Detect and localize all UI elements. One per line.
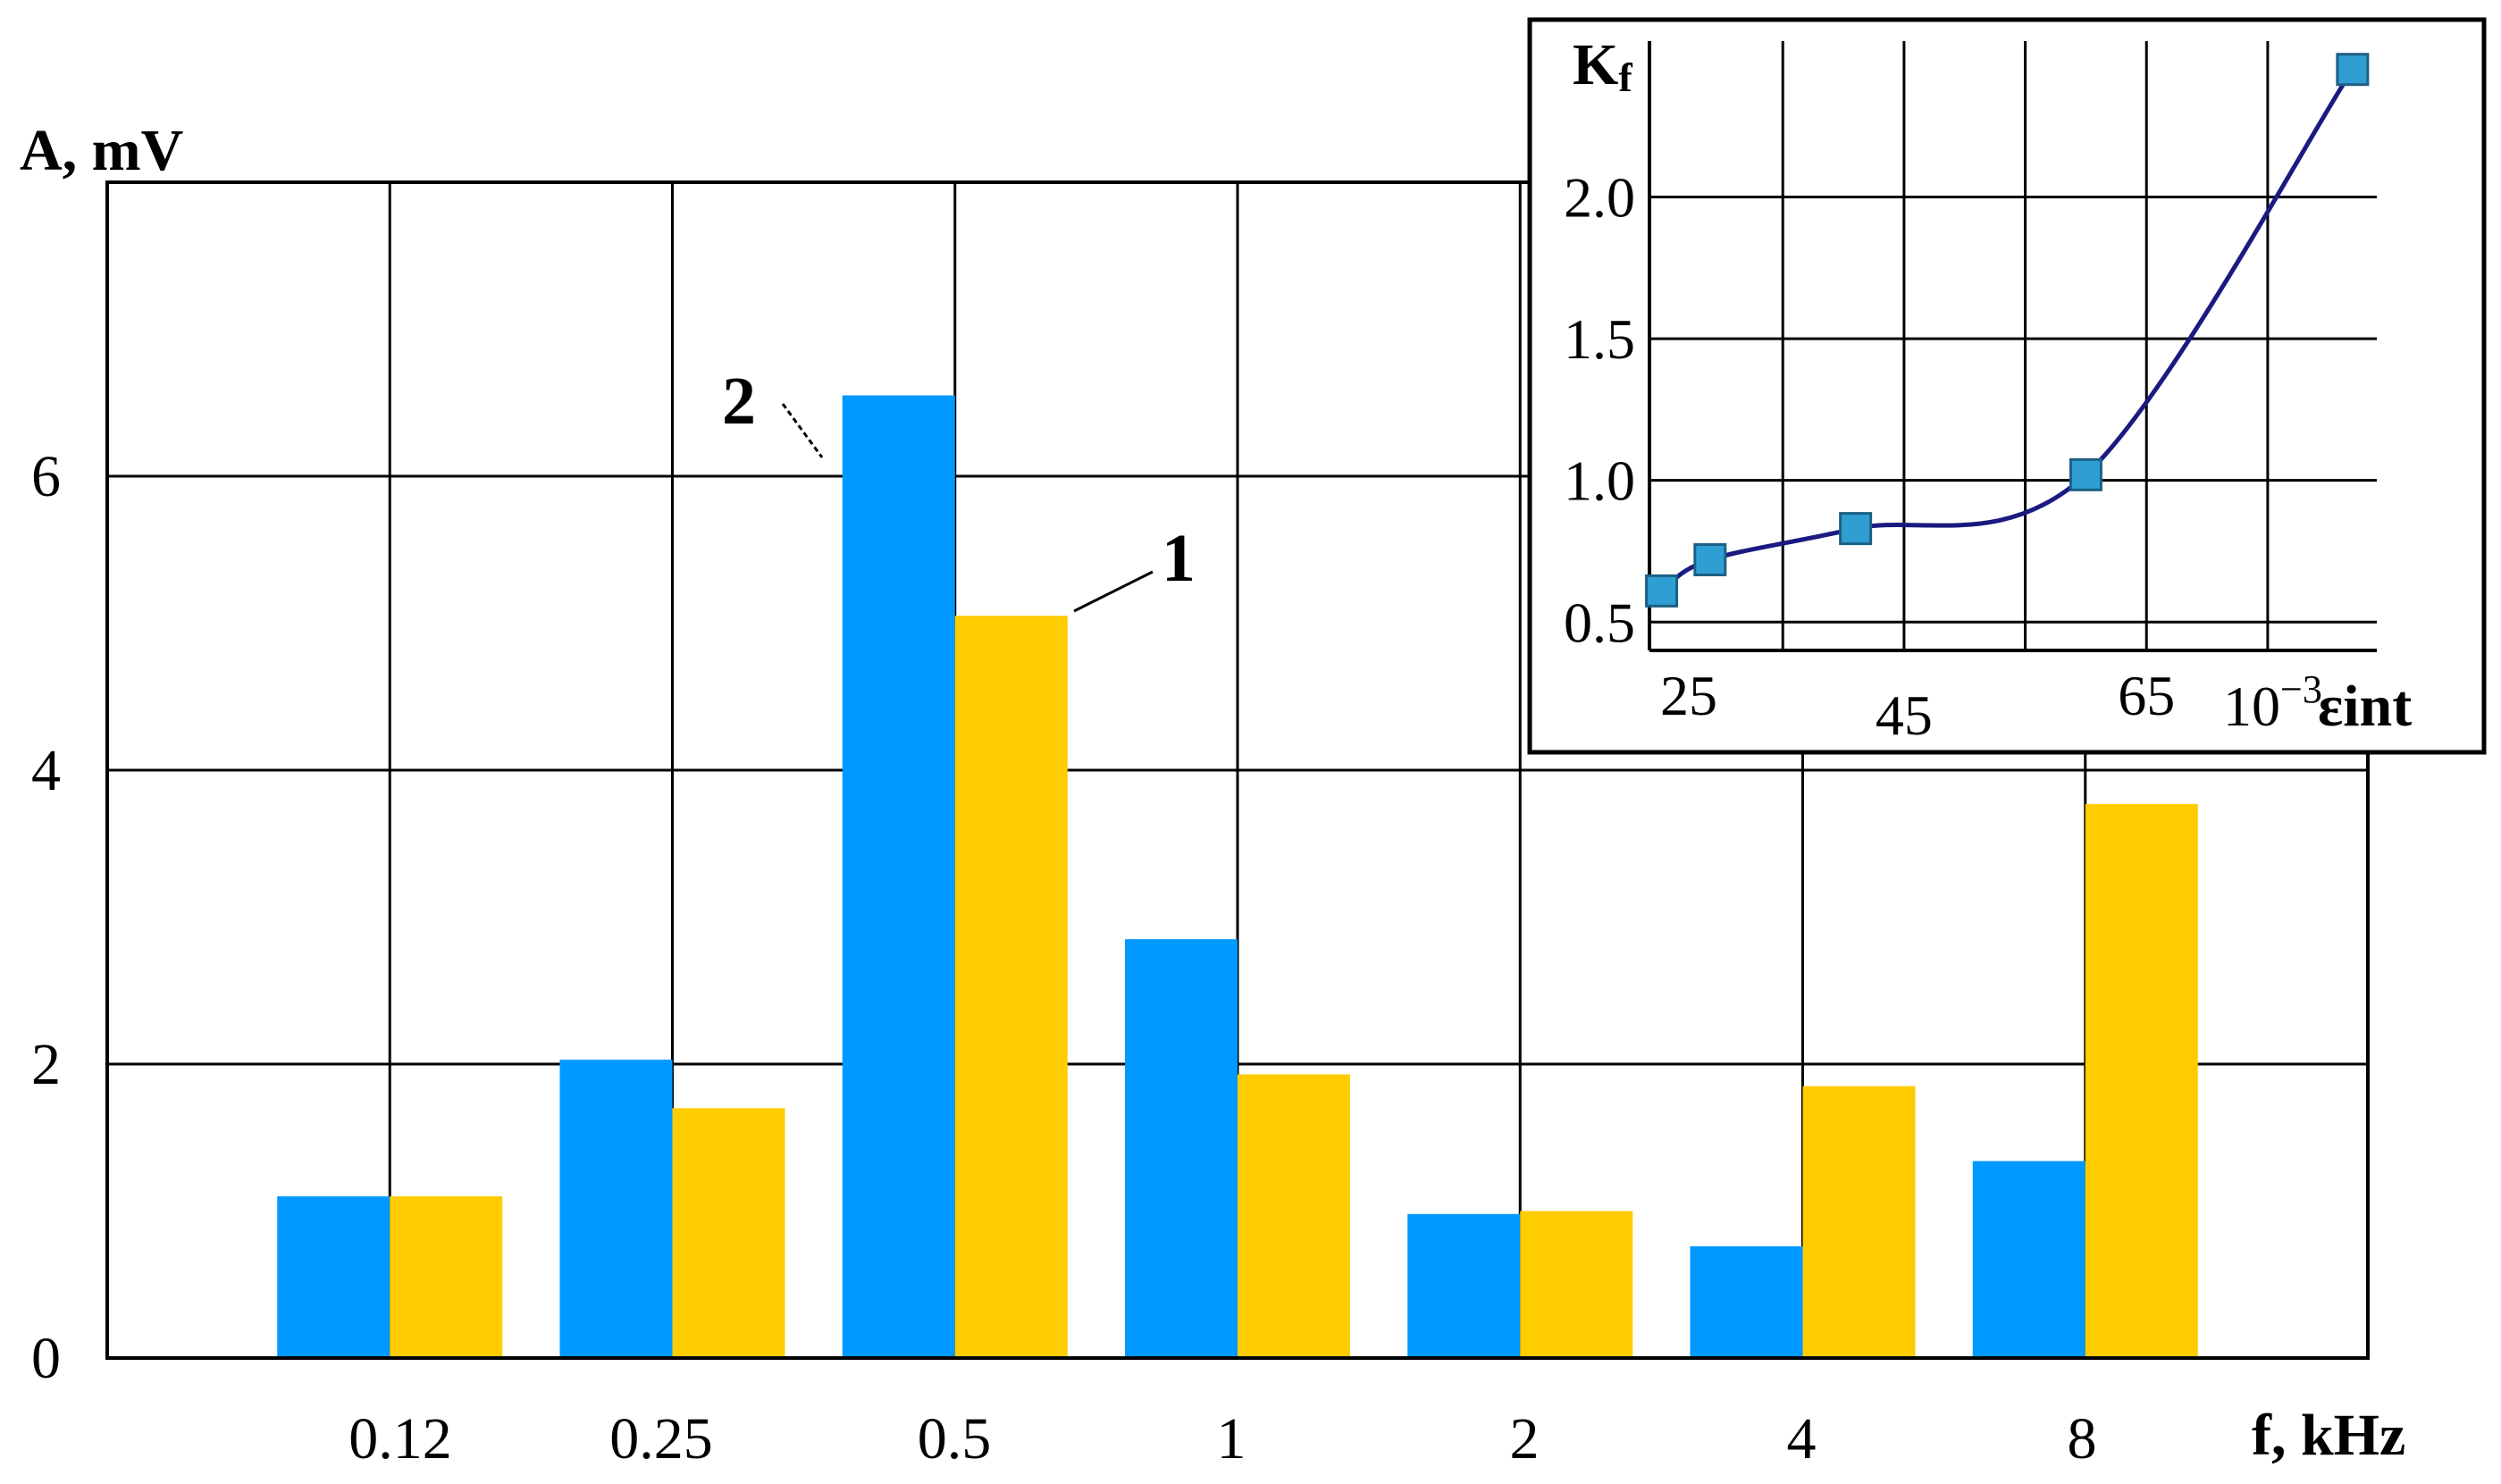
main-x-tick-1: 1 bbox=[1217, 1406, 1246, 1471]
bar-series-1-0.12 bbox=[390, 1196, 503, 1358]
bar-series-2-0.12 bbox=[277, 1196, 390, 1358]
main-y-tick-0: 0 bbox=[31, 1326, 61, 1391]
series-2-leader-line bbox=[781, 403, 824, 458]
inset-marker-60 bbox=[2069, 457, 2102, 491]
inset-x-tick-25: 25 bbox=[1660, 664, 1717, 727]
inset-frame bbox=[1527, 17, 2487, 755]
bar-series-1-0.5 bbox=[954, 616, 1068, 1358]
inset-y-tick-labels: 0.5 1.0 1.5 2.0 bbox=[1564, 165, 1635, 654]
inset-marker-29 bbox=[1693, 542, 1727, 576]
main-bars bbox=[277, 395, 2198, 1358]
inset-marker-41 bbox=[1839, 512, 1873, 546]
main-y-tick-4: 4 bbox=[31, 738, 61, 803]
bar-series-2-1 bbox=[1125, 939, 1238, 1358]
series-1-leader-line bbox=[1073, 570, 1154, 613]
bar-series-2-0.5 bbox=[842, 395, 955, 1358]
inset-y-tick-0.5: 0.5 bbox=[1564, 591, 1635, 654]
bar-series-1-4 bbox=[1802, 1086, 1916, 1358]
inset-markers bbox=[1645, 53, 2370, 608]
bar-series-2-4 bbox=[1690, 1245, 1803, 1358]
main-x-tick-2: 2 bbox=[1510, 1406, 1540, 1471]
main-x-axis-title: f, kHz bbox=[2252, 1403, 2405, 1468]
bar-series-1-8 bbox=[2085, 803, 2198, 1358]
inset-x-unit: 10−3 bbox=[2223, 667, 2322, 738]
main-y-tick-labels: 0 2 4 6 bbox=[31, 444, 61, 1391]
inset-x-tick-45: 45 bbox=[1876, 683, 1933, 747]
bar-series-2-2 bbox=[1407, 1213, 1521, 1358]
main-x-tick-labels: 0.12 0.25 0.5 1 2 4 8 bbox=[348, 1406, 2096, 1471]
main-x-tick-4: 4 bbox=[1787, 1406, 1817, 1471]
bar-series-2-0.25 bbox=[559, 1060, 673, 1358]
main-y-tick-6: 6 bbox=[31, 444, 61, 509]
series-label-1: 1 bbox=[1162, 521, 1196, 596]
inset-x-tick-65: 65 bbox=[2118, 664, 2175, 727]
main-x-tick-0.25: 0.25 bbox=[609, 1406, 713, 1471]
main-plot-border bbox=[105, 180, 2370, 1360]
inset-x-axis-title: εint bbox=[2318, 674, 2412, 739]
bar-series-2-8 bbox=[1972, 1161, 2086, 1358]
inset-grid bbox=[1648, 41, 2377, 652]
inset-y-tick-2.0: 2.0 bbox=[1564, 165, 1635, 229]
main-y-tick-2: 2 bbox=[31, 1032, 61, 1097]
main-x-tick-0.12: 0.12 bbox=[348, 1406, 452, 1471]
inset-x-tick-labels: 25 45 65 bbox=[1660, 664, 2175, 747]
main-y-axis-title: A, mV bbox=[20, 118, 183, 183]
bar-series-1-0.25 bbox=[672, 1108, 785, 1358]
main-chart: 0 2 4 6 0.12 0.25 0.5 1 2 4 8 A, mV f, kHz 2 1 bbox=[20, 118, 2405, 1471]
inset-y-axis-title: Kf bbox=[1573, 32, 1632, 100]
inset-marker-25 bbox=[1645, 574, 1679, 608]
series-label-2: 2 bbox=[722, 364, 756, 439]
bar-series-1-2 bbox=[1520, 1211, 1633, 1358]
inset-y-tick-1.0: 1.0 bbox=[1564, 449, 1635, 513]
main-x-tick-0.5: 0.5 bbox=[918, 1406, 992, 1471]
main-axes bbox=[105, 180, 2370, 1360]
bar-series-1-1 bbox=[1238, 1074, 1350, 1358]
inset-chart: 0.5 1.0 1.5 2.0 25 45 65 Kf 10−3 εint bbox=[1527, 17, 2487, 755]
main-x-tick-8: 8 bbox=[2068, 1406, 2097, 1471]
inset-marker-82 bbox=[2336, 53, 2370, 87]
inset-y-tick-1.5: 1.5 bbox=[1564, 307, 1635, 371]
